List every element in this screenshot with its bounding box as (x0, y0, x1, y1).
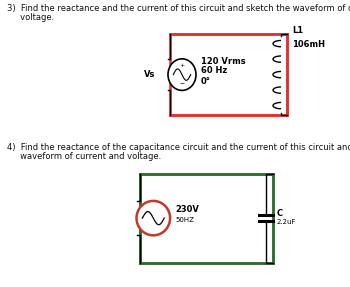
Ellipse shape (136, 201, 170, 235)
Ellipse shape (168, 59, 196, 90)
Text: 60 Hz: 60 Hz (201, 66, 227, 75)
Text: +: + (179, 63, 185, 68)
Text: −: − (179, 81, 185, 86)
Bar (170, 34, 287, 115)
Text: 50HZ: 50HZ (175, 218, 194, 223)
Text: waveform of current and voltage.: waveform of current and voltage. (7, 152, 161, 161)
Text: 4)  Find the reactance of the capacitance circuit and the current of this circui: 4) Find the reactance of the capacitance… (7, 144, 350, 152)
Text: 230V: 230V (175, 205, 199, 214)
Text: 0°: 0° (201, 77, 211, 86)
Text: Vs: Vs (144, 70, 156, 79)
Text: 120 Vrms: 120 Vrms (201, 57, 245, 66)
Text: voltage.: voltage. (7, 13, 54, 22)
Bar (140, 174, 273, 263)
Text: C: C (276, 209, 283, 218)
Text: 3)  Find the reactance and the current of this circuit and sketch the waveform o: 3) Find the reactance and the current of… (7, 4, 350, 13)
Text: 2.2uF: 2.2uF (276, 219, 296, 224)
Text: 106mH: 106mH (292, 40, 325, 49)
Text: L1: L1 (292, 26, 303, 35)
